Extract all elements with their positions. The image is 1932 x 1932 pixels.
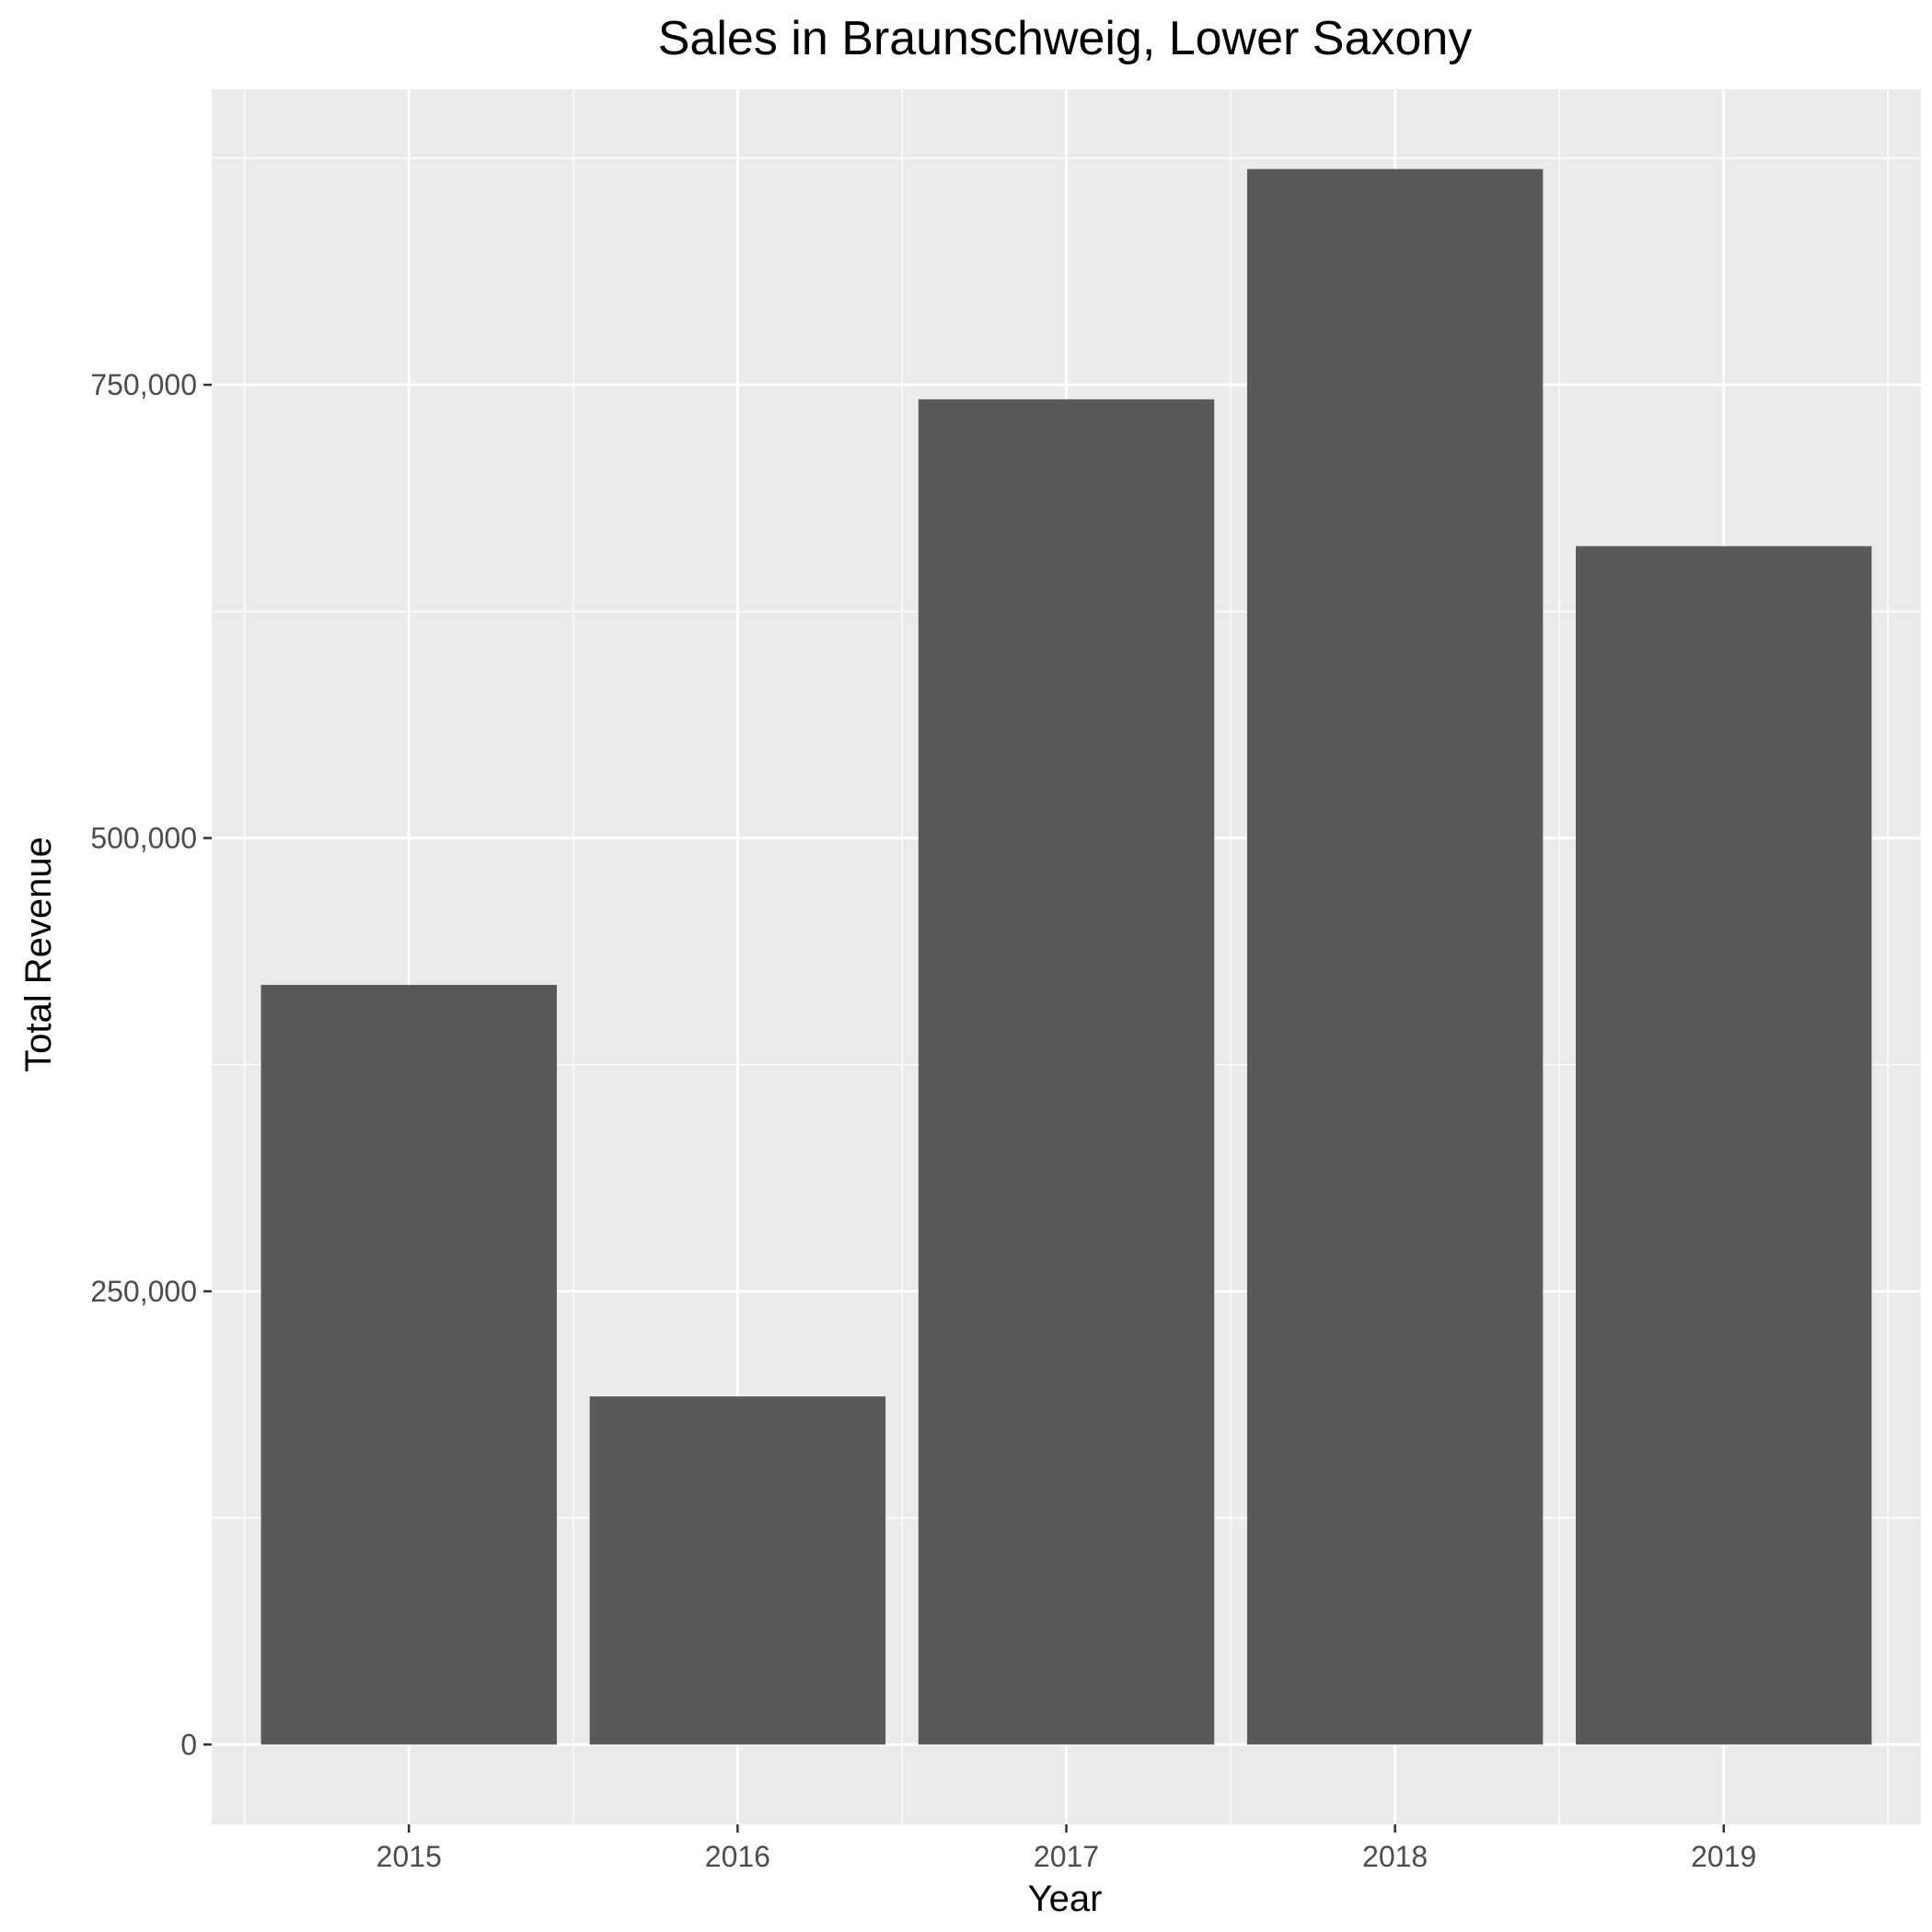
y-axis-title: Total Revenue	[18, 837, 59, 1072]
bar-2017	[918, 399, 1215, 1745]
bar-2018	[1246, 168, 1544, 1745]
bar-2016	[589, 1396, 886, 1745]
bar-layer	[260, 168, 1872, 1745]
x-tick-label: 2015	[376, 1840, 442, 1873]
axis-layer: 0 250,000 500,000 750,000 2015 2016 2017 2018 20…	[90, 368, 1756, 1873]
x-tick-label: 2017	[1034, 1840, 1099, 1873]
x-tick-label: 2018	[1362, 1840, 1428, 1873]
bar-2015	[260, 985, 557, 1745]
x-axis-title: Year	[1028, 1879, 1103, 1919]
y-tick-label: 0	[180, 1728, 197, 1761]
x-tick-label: 2019	[1691, 1840, 1756, 1873]
y-tick-label: 500,000	[90, 821, 197, 854]
x-tick-label: 2016	[705, 1840, 770, 1873]
y-tick-label: 750,000	[90, 368, 197, 401]
chart-title: Sales in Braunschweig, Lower Saxony	[658, 12, 1472, 65]
y-tick-label: 250,000	[90, 1275, 197, 1308]
bar-2019	[1576, 546, 1872, 1745]
